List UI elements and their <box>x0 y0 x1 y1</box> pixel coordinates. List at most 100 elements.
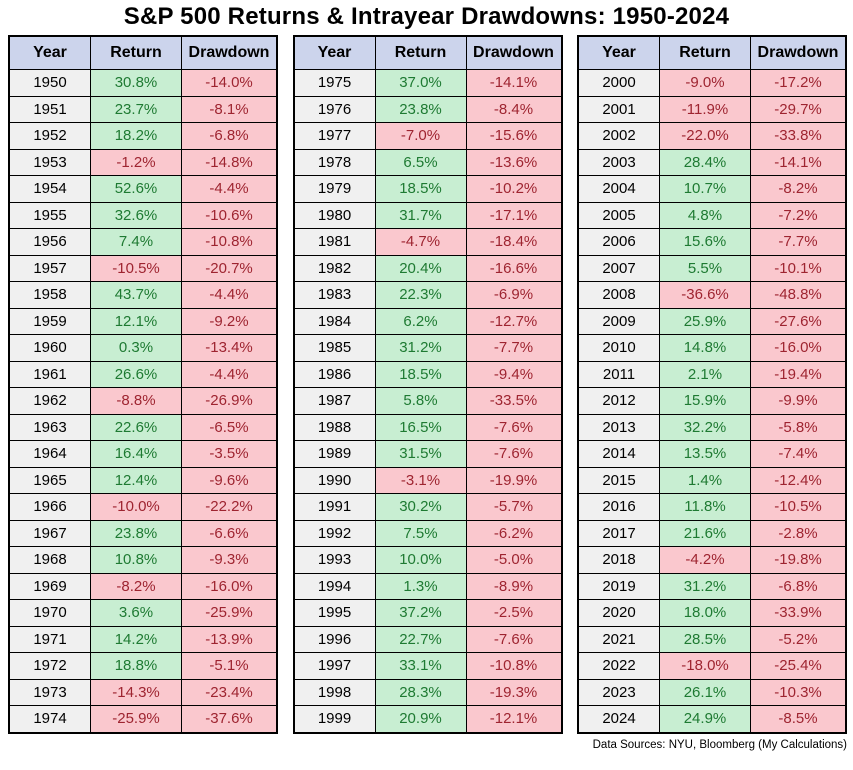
drawdown-cell: -16.6% <box>465 254 562 282</box>
table-row: 1982 20.4% -16.6% <box>293 254 562 282</box>
header-row: Year Return Drawdown <box>8 35 278 70</box>
table-row: 2023 26.1% -10.3% <box>577 678 847 706</box>
return-cell: 0.3% <box>90 334 182 362</box>
table-row: 1950 30.8% -14.0% <box>8 69 278 97</box>
table-row: 1991 30.2% -5.7% <box>293 493 562 521</box>
year-cell: 1957 <box>8 254 91 282</box>
year-cell: 1989 <box>293 440 376 468</box>
drawdown-cell: -14.1% <box>465 69 562 97</box>
table-row: 1962 -8.8% -26.9% <box>8 387 278 415</box>
table-row: 1994 1.3% -8.9% <box>293 572 562 600</box>
return-cell: 10.8% <box>90 546 182 574</box>
drawdown-cell: -33.9% <box>750 599 847 627</box>
table-row: 2022 -18.0% -25.4% <box>577 652 847 680</box>
table-row: 1998 28.3% -19.3% <box>293 678 562 706</box>
column-header-return: Return <box>659 35 751 70</box>
drawdown-cell: -18.4% <box>465 228 562 256</box>
return-cell: 24.9% <box>659 705 751 733</box>
drawdown-cell: -6.8% <box>750 572 847 600</box>
table-row: 1984 6.2% -12.7% <box>293 307 562 335</box>
drawdown-cell: -7.7% <box>750 228 847 256</box>
return-cell: 33.1% <box>374 652 467 680</box>
table-row: 1978 6.5% -13.6% <box>293 148 562 176</box>
table-row: 1995 37.2% -2.5% <box>293 599 562 627</box>
return-cell: 18.0% <box>659 599 751 627</box>
drawdown-cell: -7.6% <box>465 413 562 441</box>
column-header-return: Return <box>374 35 467 70</box>
drawdown-cell: -5.1% <box>181 652 278 680</box>
drawdown-cell: -19.4% <box>750 360 847 388</box>
year-cell: 1987 <box>293 387 376 415</box>
return-cell: 12.1% <box>90 307 182 335</box>
drawdown-cell: -12.4% <box>750 466 847 494</box>
year-cell: 2011 <box>577 360 660 388</box>
drawdown-cell: -13.9% <box>181 625 278 653</box>
return-cell: -7.0% <box>374 122 467 150</box>
drawdown-cell: -33.5% <box>465 387 562 415</box>
table-row: 2004 10.7% -8.2% <box>577 175 847 203</box>
return-cell: -22.0% <box>659 122 751 150</box>
year-cell: 1970 <box>8 599 91 627</box>
return-cell: 4.8% <box>659 201 751 229</box>
year-cell: 1951 <box>8 95 91 123</box>
drawdown-cell: -22.2% <box>181 493 278 521</box>
drawdown-cell: -8.9% <box>465 572 562 600</box>
table-row: 1965 12.4% -9.6% <box>8 466 278 494</box>
return-cell: 26.1% <box>659 678 751 706</box>
return-cell: 10.7% <box>659 175 751 203</box>
year-cell: 2012 <box>577 387 660 415</box>
year-cell: 1965 <box>8 466 91 494</box>
drawdown-cell: -10.8% <box>465 652 562 680</box>
drawdown-cell: -26.9% <box>181 387 278 415</box>
table-row: 1969 -8.2% -16.0% <box>8 572 278 600</box>
year-cell: 1964 <box>8 440 91 468</box>
drawdown-cell: -2.5% <box>465 599 562 627</box>
drawdown-cell: -4.4% <box>181 281 278 309</box>
table-row: 2015 1.4% -12.4% <box>577 466 847 494</box>
year-cell: 1990 <box>293 466 376 494</box>
return-cell: 31.2% <box>374 334 467 362</box>
year-cell: 1981 <box>293 228 376 256</box>
column-header-return: Return <box>90 35 182 70</box>
return-cell: -10.0% <box>90 493 182 521</box>
table-row: 1977 -7.0% -15.6% <box>293 122 562 150</box>
drawdown-cell: -8.5% <box>750 705 847 733</box>
return-cell: 15.6% <box>659 228 751 256</box>
year-cell: 1980 <box>293 201 376 229</box>
table-row: 1956 7.4% -10.8% <box>8 228 278 256</box>
table-row: 2024 24.9% -8.5% <box>577 705 847 733</box>
table-row: 2020 18.0% -33.9% <box>577 599 847 627</box>
table-row: 2017 21.6% -2.8% <box>577 519 847 547</box>
data-sources-note: Data Sources: NYU, Bloomberg (My Calcula… <box>592 738 847 751</box>
table-row: 1988 16.5% -7.6% <box>293 413 562 441</box>
table-row: 1975 37.0% -14.1% <box>293 69 562 97</box>
year-cell: 1968 <box>8 546 91 574</box>
drawdown-cell: -5.0% <box>465 546 562 574</box>
drawdown-cell: -7.6% <box>465 625 562 653</box>
return-cell: 18.5% <box>374 175 467 203</box>
drawdown-cell: -7.6% <box>465 440 562 468</box>
table-row: 1951 23.7% -8.1% <box>8 95 278 123</box>
drawdown-cell: -12.1% <box>465 705 562 733</box>
header-row: Year Return Drawdown <box>293 35 562 70</box>
column-header-year: Year <box>577 35 660 70</box>
year-cell: 1998 <box>293 678 376 706</box>
return-cell: 26.6% <box>90 360 182 388</box>
year-cell: 2001 <box>577 95 660 123</box>
drawdown-cell: -3.5% <box>181 440 278 468</box>
drawdown-cell: -4.4% <box>181 175 278 203</box>
return-cell: -14.3% <box>90 678 182 706</box>
drawdown-cell: -8.4% <box>465 95 562 123</box>
year-cell: 1984 <box>293 307 376 335</box>
drawdown-cell: -8.2% <box>750 175 847 203</box>
table-row: 1973 -14.3% -23.4% <box>8 678 278 706</box>
returns-table: Year Return Drawdown 1975 37.0% -14.1% 1976 23.… <box>292 35 563 734</box>
return-cell: -11.9% <box>659 95 751 123</box>
year-cell: 2017 <box>577 519 660 547</box>
year-cell: 1959 <box>8 307 91 335</box>
drawdown-cell: -9.4% <box>465 360 562 388</box>
return-cell: 7.4% <box>90 228 182 256</box>
drawdown-cell: -7.4% <box>750 440 847 468</box>
table-row: 2007 5.5% -10.1% <box>577 254 847 282</box>
return-cell: 23.8% <box>374 95 467 123</box>
